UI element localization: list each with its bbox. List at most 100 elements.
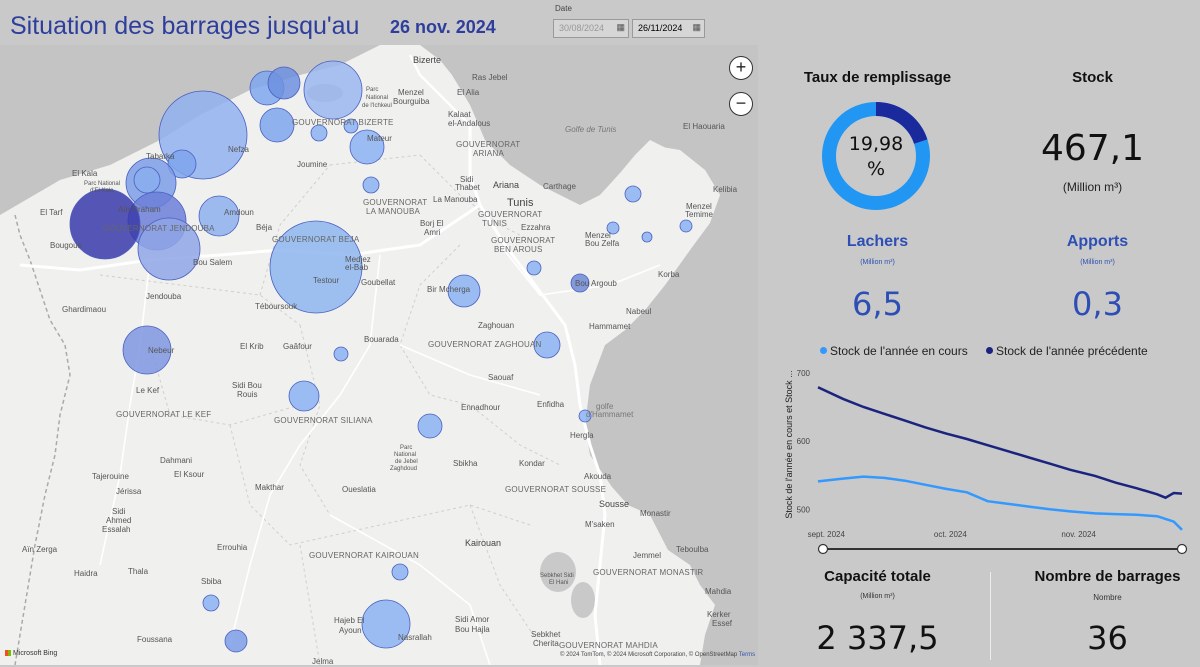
map-label: National: [394, 452, 417, 458]
map-label: Amri: [424, 228, 441, 237]
map-label: Hajeb El: [334, 616, 365, 625]
map-label: Monastir: [640, 509, 671, 518]
map-label: El Kala: [72, 169, 98, 178]
reservoir-bubble[interactable]: [343, 118, 359, 134]
reservoir-map[interactable]: Bizerte Ras Jebel Menzel Bourguiba El Al…: [0, 45, 758, 665]
reservoir-bubble[interactable]: [391, 563, 409, 581]
map-label: Amdoun: [224, 208, 254, 217]
map-label: Ariana: [493, 180, 520, 190]
map-label: Sidi: [112, 507, 126, 516]
map-label: El Hani: [549, 580, 569, 586]
reservoir-bubble[interactable]: [269, 220, 363, 314]
calendar-icon[interactable]: ▦: [692, 22, 701, 32]
taux-value: 19,98: [848, 133, 904, 155]
report-title: Situation des barrages jusqu'au: [10, 12, 360, 40]
map-label: La Manouba: [433, 195, 478, 204]
map-label: Kairouan: [465, 538, 502, 548]
map-label: Ahmed: [106, 516, 132, 525]
range-slider-handle[interactable]: [817, 543, 829, 555]
map-canvas: [0, 45, 758, 665]
barrages-unit: Nombre: [1093, 593, 1122, 602]
y-tick-label: 700: [797, 369, 811, 378]
map-label: Gaâfour: [283, 342, 312, 351]
map-label: El Ksour: [174, 470, 205, 479]
reservoir-bubble[interactable]: [447, 274, 481, 308]
map-label: Teboulba: [676, 545, 709, 554]
reservoir-bubble[interactable]: [349, 129, 385, 165]
map-label: de l'Ichkeul: [362, 103, 392, 109]
map-label: Sidi: [460, 175, 474, 184]
map-label: Sousse: [599, 499, 630, 509]
reservoir-bubble[interactable]: [533, 331, 561, 359]
reservoir-bubble[interactable]: [167, 149, 197, 179]
reservoir-bubble[interactable]: [417, 413, 443, 439]
reservoir-bubble[interactable]: [641, 231, 653, 243]
map-label: Korba: [658, 270, 680, 279]
map-label: Ghardimaou: [62, 305, 107, 314]
map-label: GOUVERNORAT JENDOUBA: [103, 224, 215, 233]
road-a3: [19, 203, 481, 272]
map-label: Menzel: [585, 231, 611, 240]
map-label: Parc National: [84, 181, 121, 187]
map-label: Parc: [366, 87, 379, 93]
map-label: El Haouaria: [683, 122, 725, 131]
reservoir-bubble[interactable]: [202, 594, 220, 612]
map-label: Ras Jebel: [472, 73, 508, 82]
reservoir-bubble[interactable]: [362, 176, 380, 194]
reservoir-bubble[interactable]: [259, 107, 295, 143]
reservoir-bubble[interactable]: [578, 409, 592, 423]
map-label: Sbiba: [201, 577, 222, 586]
reservoir-bubble[interactable]: [333, 346, 349, 362]
map-label: GOUVERNORAT: [478, 210, 543, 219]
map-label: Bizerte: [413, 55, 442, 65]
reservoir-bubble[interactable]: [570, 273, 590, 293]
terms-link[interactable]: Terms: [738, 652, 756, 658]
map-label: Makthar: [255, 483, 284, 492]
reservoir-bubble[interactable]: [679, 219, 693, 233]
x-tick-label: oct. 2024: [934, 530, 967, 539]
map-label: National: [366, 95, 389, 101]
map-label: TUNIS: [482, 219, 507, 228]
reservoir-bubble[interactable]: [310, 124, 328, 142]
reservoir-bubble[interactable]: [198, 195, 240, 237]
range-slider-handle[interactable]: [1176, 543, 1188, 555]
map-label: Kalaat: [448, 110, 471, 119]
apports-value: 0,3: [1072, 285, 1123, 323]
reservoir-bubble[interactable]: [606, 221, 620, 235]
reservoir-bubble[interactable]: [133, 166, 161, 194]
apports-label: Apports: [1066, 233, 1129, 250]
sebkhet-kelbia: [540, 552, 576, 592]
zoom-out-button[interactable]: −: [729, 92, 753, 116]
reservoir-bubble[interactable]: [122, 325, 172, 375]
legend-current-label: Stock de l'année en cours: [830, 344, 968, 358]
donut-fill: [822, 102, 930, 210]
end-date-input[interactable]: 26/11/2024 ▦: [632, 19, 705, 38]
map-label: Thala: [128, 567, 149, 576]
map-label: Sebkhet: [531, 630, 561, 639]
reservoir-bubble[interactable]: [624, 185, 642, 203]
series-line: [817, 475, 1183, 531]
reservoir-bubble[interactable]: [267, 66, 301, 100]
reservoir-bubble[interactable]: [361, 599, 411, 649]
map-label: Bou Argoub: [575, 279, 617, 288]
map-label: Essalah: [102, 525, 131, 534]
map-label: Nefza: [228, 145, 249, 154]
stock-unit: (Million m³): [1062, 180, 1123, 194]
reservoir-bubble[interactable]: [303, 60, 363, 120]
date-filter-label: Date: [555, 4, 572, 13]
map-label: Zaghdoud: [390, 466, 418, 472]
calendar-icon[interactable]: ▦: [616, 22, 625, 32]
reservoir-bubble[interactable]: [69, 188, 141, 260]
start-date-input[interactable]: 30/08/2024 ▦: [553, 19, 629, 38]
reservoir-bubble[interactable]: [137, 217, 201, 281]
zoom-in-button[interactable]: +: [729, 56, 753, 80]
map-label: GOUVERNORAT SILIANA: [274, 416, 373, 425]
map-label: Haidra: [74, 569, 98, 578]
x-tick-label: sept. 2024: [808, 530, 846, 539]
map-label: GOUVERNORAT KAIROUAN: [309, 551, 419, 560]
reservoir-bubble[interactable]: [288, 380, 320, 412]
map-label: Tunis: [507, 197, 534, 209]
reservoir-bubble[interactable]: [224, 629, 248, 653]
map-label: Aïn Zerga: [22, 545, 58, 554]
reservoir-bubble[interactable]: [526, 260, 542, 276]
